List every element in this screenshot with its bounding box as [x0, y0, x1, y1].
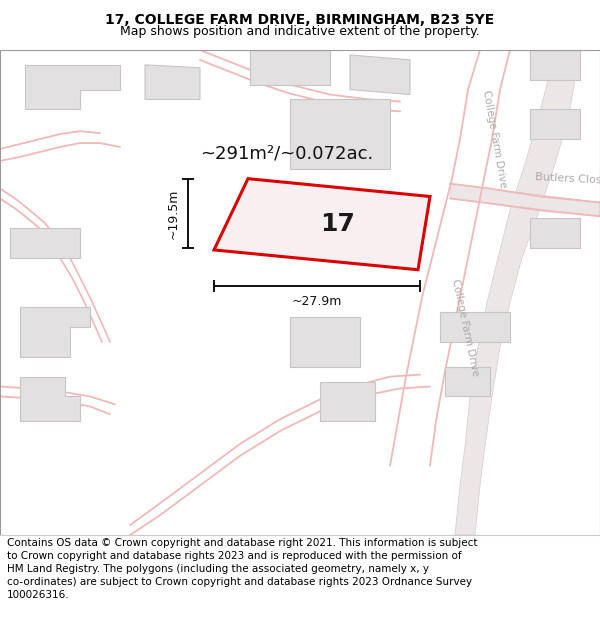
Text: Butlers Close: Butlers Close — [535, 172, 600, 186]
Text: Map shows position and indicative extent of the property.: Map shows position and indicative extent… — [120, 24, 480, 38]
Text: College Farm Drive: College Farm Drive — [481, 89, 509, 189]
Text: 17, COLLEGE FARM DRIVE, BIRMINGHAM, B23 5YE: 17, COLLEGE FARM DRIVE, BIRMINGHAM, B23 … — [106, 12, 494, 26]
Polygon shape — [350, 55, 410, 94]
Polygon shape — [25, 65, 120, 109]
Polygon shape — [20, 377, 80, 421]
Polygon shape — [440, 312, 510, 342]
Text: College Farm Drive: College Farm Drive — [450, 278, 480, 377]
Text: 17: 17 — [320, 212, 355, 236]
Polygon shape — [10, 228, 80, 258]
Polygon shape — [214, 179, 430, 270]
Polygon shape — [145, 65, 200, 99]
Text: Contains OS data © Crown copyright and database right 2021. This information is : Contains OS data © Crown copyright and d… — [7, 538, 478, 601]
Polygon shape — [455, 50, 575, 535]
Polygon shape — [450, 184, 600, 216]
Polygon shape — [530, 50, 580, 80]
Text: ~19.5m: ~19.5m — [167, 188, 180, 239]
Polygon shape — [530, 218, 580, 248]
Text: ~291m²/~0.072ac.: ~291m²/~0.072ac. — [200, 145, 373, 163]
Polygon shape — [20, 308, 90, 357]
Polygon shape — [290, 99, 390, 169]
Text: ~27.9m: ~27.9m — [292, 296, 342, 309]
Polygon shape — [320, 382, 375, 421]
Polygon shape — [445, 367, 490, 396]
Bar — [0, 50, 600, 535]
Polygon shape — [250, 50, 330, 84]
Polygon shape — [530, 109, 580, 139]
Polygon shape — [290, 318, 360, 367]
